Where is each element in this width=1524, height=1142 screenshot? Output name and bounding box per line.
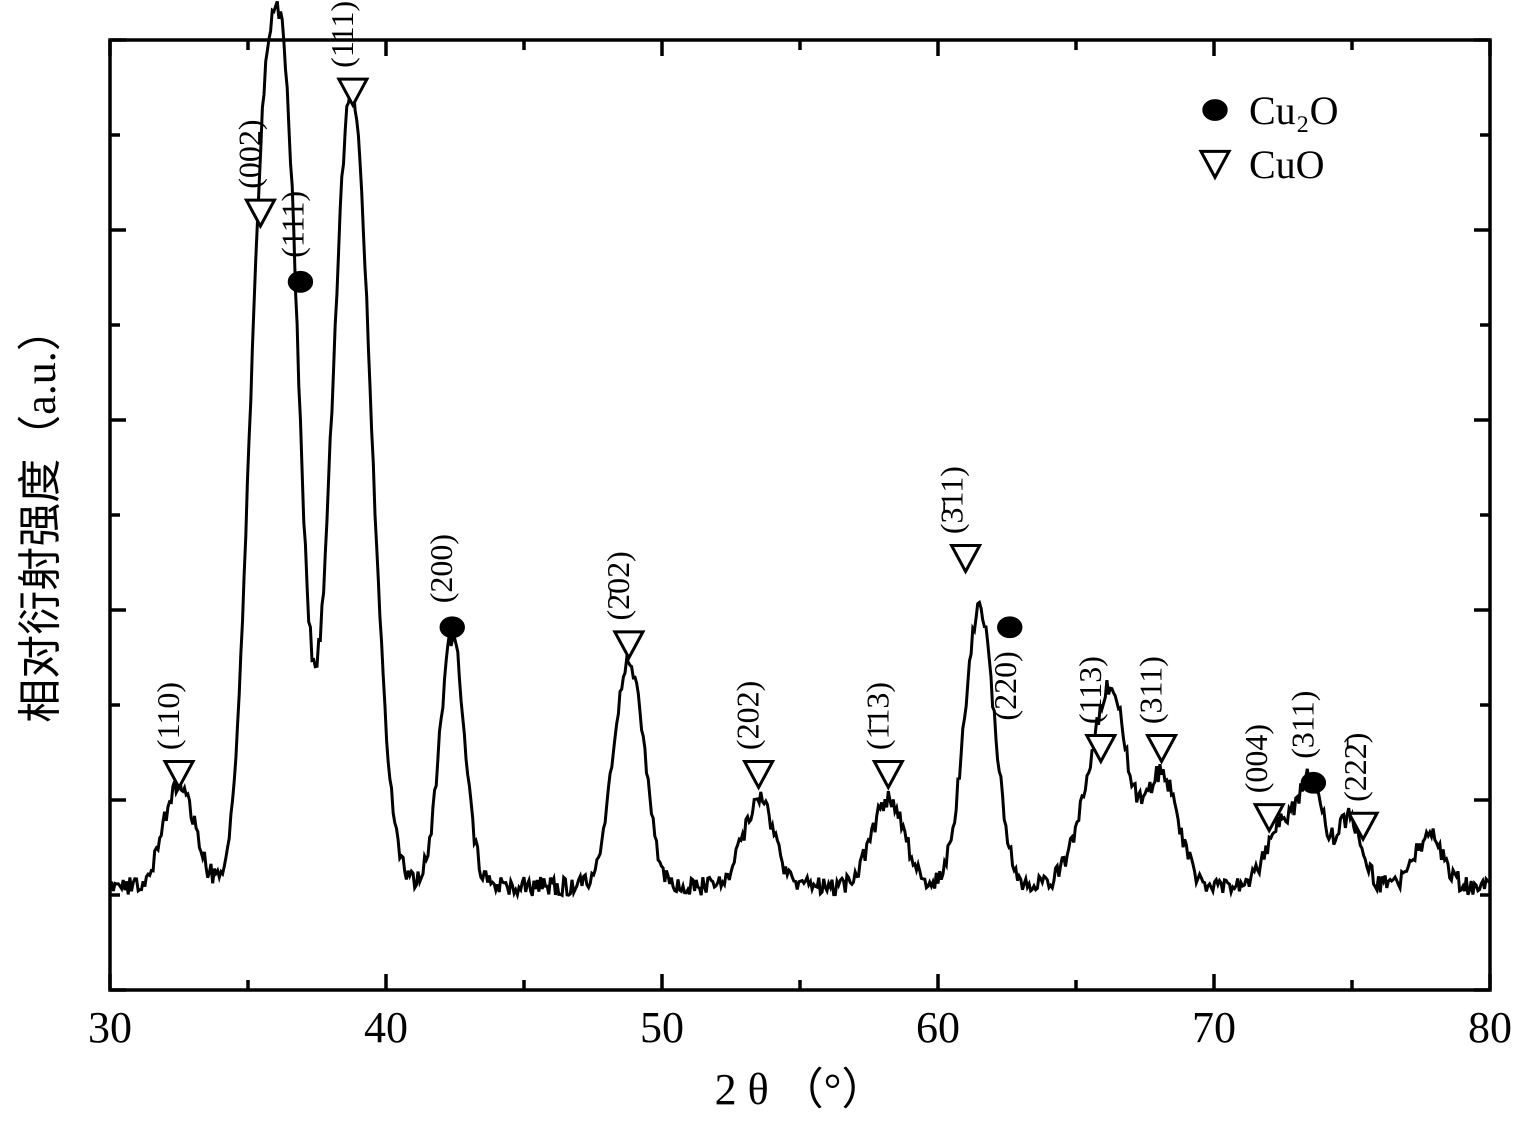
peak-label: (002): [231, 119, 267, 188]
peak-label: (113): [1072, 656, 1108, 724]
legend-label: Cu₂O: [1249, 88, 1339, 133]
peak-label: (2̄02): [600, 551, 636, 620]
marker-circle: [998, 617, 1021, 637]
x-axis-label: 2 θ （°）: [715, 1065, 886, 1114]
marker-circle: [441, 617, 464, 637]
peak-label: (311): [1133, 656, 1169, 724]
svg-text:40: 40: [364, 1003, 408, 1052]
marker-triangle: [1148, 736, 1176, 762]
marker-triangle: [952, 546, 980, 572]
svg-text:50: 50: [640, 1003, 684, 1052]
peak-label: (200): [423, 534, 459, 603]
svg-text:60: 60: [916, 1003, 960, 1052]
xrd-chart: 30 40 50 60 70 80 2 θ （°） 相对衍射强度（a.u.） (110) (002…: [0, 0, 1524, 1142]
marker-triangle: [615, 632, 643, 658]
xrd-trace: [110, 1, 1489, 895]
marker-triangle: [874, 761, 902, 787]
marker-circle: [1302, 773, 1325, 793]
annotations: (110)(002)(111)(111)(200)(2̄02)(202)(1̄1…: [150, 1, 1377, 839]
marker-triangle: [745, 761, 773, 787]
peak-label: (220): [987, 651, 1023, 720]
marker-triangle: [339, 79, 367, 105]
y-axis-label: 相对衍射强度（a.u.）: [16, 307, 65, 723]
peak-label: (222̄): [1337, 733, 1373, 802]
peak-label: (110): [150, 682, 186, 750]
marker-circle: [289, 272, 312, 292]
legend-label: CuO: [1249, 142, 1325, 187]
marker-triangle: [246, 200, 274, 226]
peak-label: (004): [1238, 724, 1274, 793]
svg-text:80: 80: [1468, 1003, 1512, 1052]
marker-triangle: [1201, 151, 1229, 177]
svg-text:30: 30: [88, 1003, 132, 1052]
marker-triangle: [165, 761, 193, 787]
peak-label: (311): [1284, 691, 1320, 759]
svg-text:70: 70: [1192, 1003, 1236, 1052]
legend: Cu₂O CuO: [1201, 88, 1339, 187]
peak-label: (3̄11): [934, 466, 970, 534]
peak-label: (1̄13): [859, 682, 895, 750]
xrd-svg: 30 40 50 60 70 80 2 θ （°） 相对衍射强度（a.u.） (110) (002…: [0, 0, 1524, 1142]
peak-label: (202): [730, 681, 766, 750]
marker-circle: [1203, 100, 1226, 120]
peak-label: (111): [274, 191, 310, 258]
peak-label: (111): [324, 1, 360, 68]
